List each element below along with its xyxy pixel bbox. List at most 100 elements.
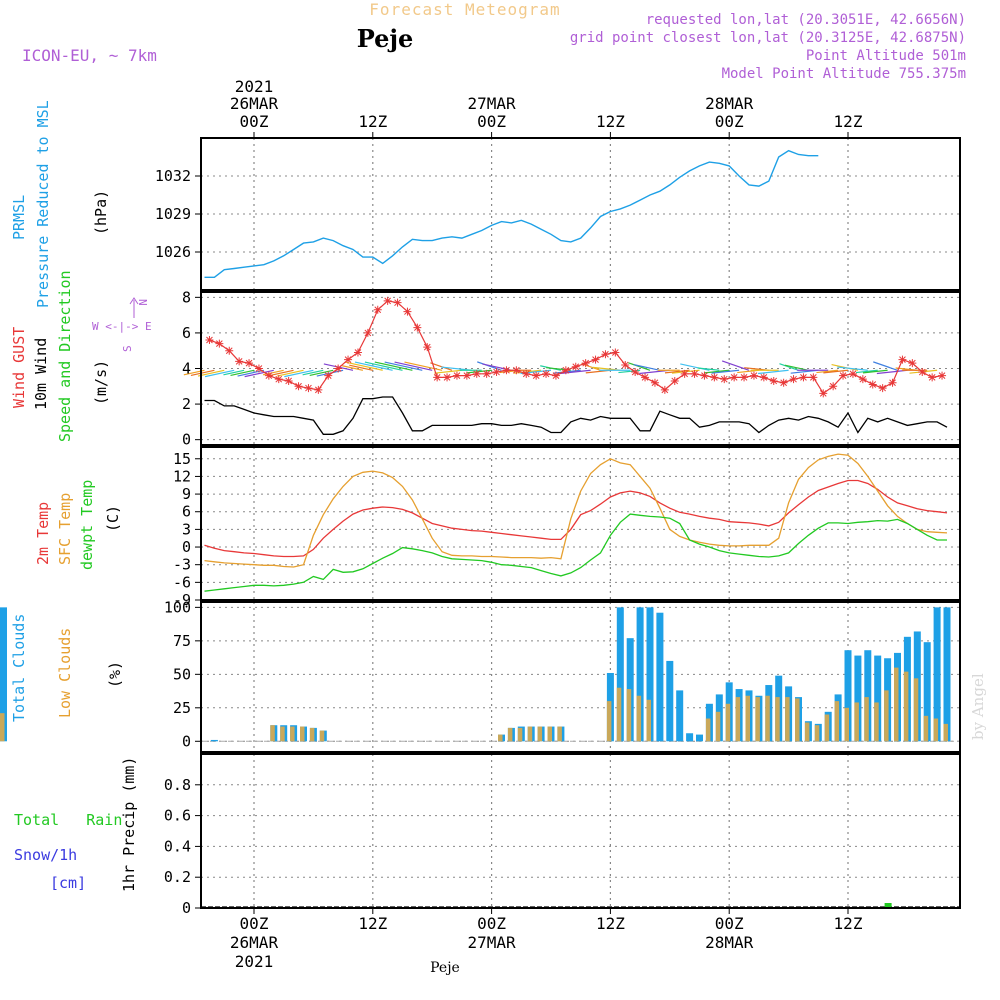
gust-marker bbox=[660, 385, 669, 394]
ytick-label: 9 bbox=[182, 485, 191, 503]
gust-marker bbox=[631, 368, 640, 377]
low-cloud-bar bbox=[626, 689, 632, 742]
low-cloud-bar bbox=[844, 707, 849, 742]
gust-marker bbox=[670, 376, 679, 385]
gust-marker bbox=[383, 296, 392, 305]
bottom-axis-hour: 12Z bbox=[358, 914, 387, 933]
ytick-label: 3 bbox=[182, 520, 191, 538]
wind-arrow bbox=[223, 369, 245, 376]
top-axis-hour: 12Z bbox=[834, 112, 863, 131]
low-cloud-bar bbox=[814, 725, 820, 742]
gust-marker bbox=[740, 373, 749, 382]
wind-arrow bbox=[374, 361, 413, 371]
gust-marker bbox=[205, 336, 214, 345]
low-cloud-bar bbox=[785, 697, 790, 742]
low-cloud-bar bbox=[864, 697, 869, 742]
gust-marker bbox=[304, 384, 313, 393]
low-cloud-bar bbox=[280, 726, 285, 742]
wind-arrow bbox=[190, 369, 215, 376]
gust-marker bbox=[858, 375, 867, 384]
gust-marker bbox=[264, 371, 273, 380]
ytick-label: 4 bbox=[182, 360, 191, 378]
low-clouds-label: Low Clouds bbox=[56, 628, 74, 718]
rain-label: Total Rain bbox=[14, 811, 122, 829]
ytick-label: -9 bbox=[173, 591, 191, 609]
gust-marker bbox=[294, 382, 303, 391]
low-cloud-bar bbox=[616, 687, 622, 742]
gust-marker bbox=[641, 373, 650, 382]
gust-marker bbox=[314, 385, 323, 394]
temp2m-label: 2m Temp bbox=[34, 502, 52, 565]
bottom-axis-hour: 00Z bbox=[477, 914, 506, 933]
ytick-label: 0.2 bbox=[164, 868, 191, 886]
top-axis-hour: 00Z bbox=[240, 112, 269, 131]
wind-arrow bbox=[269, 369, 294, 376]
point-altitude: Point Altitude 501m bbox=[806, 48, 966, 64]
ytick-label: 75 bbox=[173, 632, 191, 650]
wind-arrow bbox=[394, 361, 433, 371]
temp-2m-line bbox=[204, 479, 948, 558]
wind-arrow bbox=[349, 364, 373, 371]
wind-arrow bbox=[704, 369, 730, 374]
wind-arrow bbox=[230, 369, 255, 376]
total-cloud-bar bbox=[666, 660, 674, 742]
wind-arrow bbox=[342, 365, 364, 371]
total-cloud-bar bbox=[616, 607, 624, 742]
low-cloud-bar bbox=[725, 703, 731, 742]
gust-marker bbox=[393, 298, 402, 307]
wind-arrow bbox=[384, 361, 423, 371]
compass-s: S bbox=[121, 345, 134, 352]
gust-marker bbox=[492, 368, 501, 377]
ytick-label: 50 bbox=[173, 665, 191, 683]
wind-arrow bbox=[309, 369, 334, 376]
low-cloud-bar bbox=[755, 697, 760, 742]
grid-point-coords: grid point closest lon,lat (20.3125E, 42… bbox=[570, 30, 966, 46]
low-cloud-bar bbox=[913, 678, 919, 742]
top-axis-year: 2021 bbox=[235, 77, 274, 96]
bottom-axis-year: 2021 bbox=[235, 952, 274, 971]
top-axis-hour: 00Z bbox=[715, 112, 744, 131]
wind-arrow bbox=[344, 361, 383, 371]
ytick-label: 1032 bbox=[155, 167, 191, 185]
gust-marker bbox=[730, 373, 739, 382]
ytick-label: 0.4 bbox=[164, 837, 191, 855]
wind-arrow bbox=[237, 369, 265, 377]
wind-arrow bbox=[837, 366, 868, 371]
wind-arrow bbox=[204, 369, 235, 378]
total-cloud-bar bbox=[656, 612, 664, 742]
gust-marker bbox=[918, 368, 927, 377]
top-axis-hour: 12Z bbox=[596, 112, 625, 131]
gust-marker bbox=[403, 307, 412, 316]
temp-sfc-line bbox=[204, 453, 948, 568]
low-cloud-bar bbox=[735, 697, 741, 742]
ytick-label: 0 bbox=[182, 899, 191, 917]
low-cloud-bar bbox=[498, 734, 503, 742]
chart-title: Forecast Meteogram bbox=[369, 0, 560, 19]
watermark: by Angel bbox=[969, 673, 987, 740]
ytick-label: 0 bbox=[182, 538, 191, 556]
total-cloud-bar bbox=[210, 739, 218, 742]
ytick-label: 15 bbox=[173, 450, 191, 468]
gust-marker bbox=[225, 346, 234, 355]
wind-arrow bbox=[434, 369, 462, 374]
total-cloud-bar bbox=[696, 734, 703, 742]
location-title: Peje bbox=[357, 24, 414, 53]
wind-arrow bbox=[560, 369, 591, 375]
wind-arrow bbox=[784, 364, 809, 371]
snow-label: Snow/1h bbox=[14, 846, 77, 864]
wind-arrow bbox=[316, 369, 344, 377]
top-axis-day: 27MAR bbox=[468, 94, 517, 113]
gust-marker bbox=[334, 364, 343, 373]
gust-marker bbox=[898, 355, 907, 364]
low-cloud-bar bbox=[824, 714, 830, 742]
wind-speed-line bbox=[204, 396, 948, 435]
gust-marker bbox=[284, 376, 293, 385]
low-cloud-bar bbox=[923, 715, 929, 742]
gust-marker bbox=[690, 369, 699, 378]
ytick-label: -6 bbox=[173, 573, 191, 591]
low-cloud-bar bbox=[606, 701, 612, 742]
low-cloud-bar bbox=[765, 695, 770, 742]
total-cloud-bar bbox=[646, 607, 654, 742]
compass-n: N bbox=[136, 299, 149, 306]
